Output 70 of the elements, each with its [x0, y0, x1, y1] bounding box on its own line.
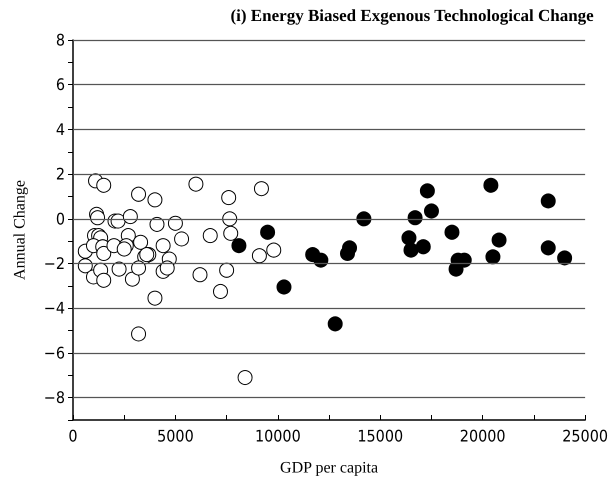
point: [116, 242, 132, 256]
point: [124, 272, 140, 287]
point: [147, 290, 162, 306]
x-tick-label: 25000: [562, 426, 608, 446]
point: [202, 228, 218, 244]
point: [313, 252, 328, 268]
y-tick-label: −6: [44, 343, 65, 362]
x-tick-label: 10000: [254, 426, 301, 446]
point: [90, 210, 106, 226]
x-tick-label: 0: [68, 426, 78, 446]
point: [328, 316, 343, 332]
point: [238, 370, 253, 386]
point: [174, 231, 190, 246]
point: [424, 204, 439, 218]
x-tick-label: 15000: [357, 426, 404, 446]
point: [192, 267, 208, 282]
y-tick-label: 2: [56, 164, 65, 184]
point: [78, 258, 93, 274]
y-tick-label: 0: [56, 209, 65, 228]
point: [96, 272, 112, 288]
point: [131, 186, 146, 202]
point: [485, 249, 500, 264]
point: [252, 248, 267, 264]
y-tick-label: −2: [44, 254, 65, 274]
point: [96, 178, 112, 193]
point: [401, 230, 416, 246]
point: [557, 250, 572, 266]
point: [266, 242, 282, 258]
point: [213, 284, 228, 299]
chart-title: (i) Energy Biased Exgenous Technological Change: [230, 6, 594, 25]
point: [150, 216, 164, 232]
y-tick-label: 6: [56, 75, 65, 94]
point: [156, 238, 171, 254]
y-tick-label: −8: [44, 388, 65, 408]
y-tick-label: 4: [56, 120, 65, 139]
point: [122, 209, 138, 224]
point: [222, 211, 238, 226]
point: [147, 192, 162, 208]
point: [444, 224, 460, 240]
y-axis-title: Annual Change: [12, 180, 28, 280]
point: [254, 181, 269, 196]
y-tick-label: −4: [44, 298, 65, 318]
point: [168, 216, 183, 231]
point: [221, 190, 236, 206]
point: [96, 246, 112, 261]
point: [408, 210, 423, 226]
x-axis-title: GDP per capita: [280, 460, 378, 476]
x-tick-label: 5000: [157, 426, 194, 446]
point: [188, 176, 204, 192]
point: [342, 240, 358, 256]
point: [404, 242, 418, 258]
y-tick-label: 8: [56, 30, 65, 50]
point: [420, 183, 435, 198]
point: [219, 262, 234, 278]
point: [540, 240, 556, 256]
point: [133, 234, 148, 250]
point: [416, 239, 431, 254]
x-tick-label: 20000: [460, 426, 506, 446]
point: [540, 193, 556, 208]
point: [492, 232, 507, 248]
point: [160, 260, 175, 276]
point: [260, 224, 276, 240]
point: [223, 226, 238, 241]
point: [356, 211, 372, 226]
point: [131, 260, 146, 276]
point: [483, 178, 498, 193]
point: [112, 262, 127, 277]
point: [276, 280, 292, 294]
point: [231, 238, 246, 254]
point: [131, 326, 146, 342]
